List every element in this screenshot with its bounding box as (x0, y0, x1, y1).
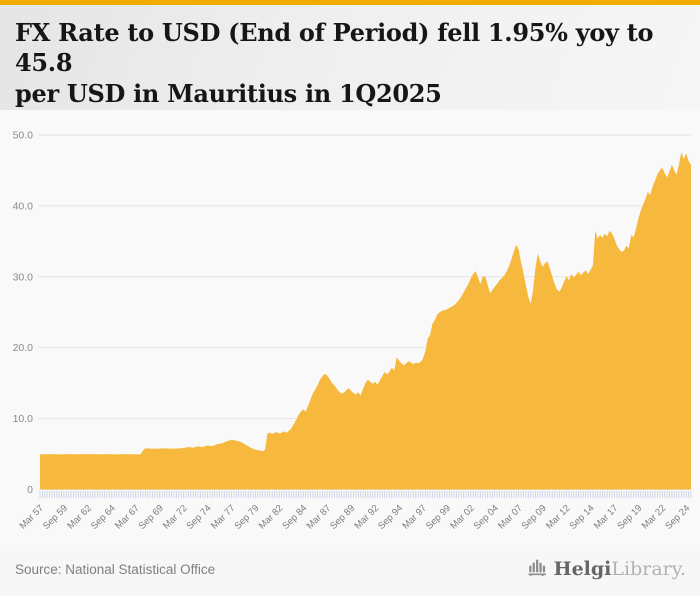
x-tick-label: Sep 19 (615, 503, 644, 532)
y-tick-label: 50.0 (13, 130, 34, 142)
x-tick-label: Mar 67 (113, 503, 142, 532)
fx-rate-area-chart[interactable]: 0 10.0 20.0 30.0 40.0 50.0 Mar 57 Sep 59 Mar 62 S… (0, 110, 700, 550)
area-series (40, 152, 691, 490)
x-tick-label: Sep 89 (328, 503, 357, 532)
y-tick-label: 10.0 (13, 413, 34, 425)
x-tick-label: Mar 02 (448, 503, 477, 532)
source-note: Source: National Statistical Office (15, 561, 216, 577)
x-tick-label: Mar 92 (353, 503, 382, 532)
x-tick-label: Mar 62 (65, 503, 94, 532)
page-title-line-2: per USD in Mauritius in 1Q2025 (15, 78, 442, 108)
x-tick-label: Mar 97 (400, 503, 429, 532)
x-tick-label: Mar 57 (17, 503, 46, 532)
x-tick-label: Sep 04 (472, 503, 501, 532)
page-title: FX Rate to USD (End of Period) fell 1.95… (15, 18, 684, 109)
chart-header: FX Rate to USD (End of Period) fell 1.95… (0, 5, 700, 132)
y-tick-label: 40.0 (13, 200, 34, 212)
x-tick-label: Mar 12 (544, 503, 573, 532)
helgi-logo-icon (528, 557, 549, 582)
x-tick-label: Mar 07 (496, 503, 525, 532)
x-tick-label: Sep 59 (41, 503, 70, 532)
x-tick-label: Mar 72 (161, 503, 190, 532)
logo-wordmark: HelgiLibrary. (553, 557, 686, 580)
x-tick-label: Mar 77 (209, 503, 238, 532)
x-tick-label: Mar 17 (592, 503, 621, 532)
x-tick-label: Sep 69 (137, 503, 166, 532)
x-tick-label: Sep 84 (280, 503, 309, 532)
x-tick-label: Sep 09 (520, 503, 549, 532)
x-tick-label: Sep 24 (663, 503, 692, 532)
y-tick-label: 20.0 (13, 342, 34, 354)
x-tick-label: Sep 14 (568, 503, 597, 532)
x-tick-label: Sep 79 (232, 503, 261, 532)
y-tick-label: 30.0 (13, 271, 34, 283)
logo-text-helgi: Helgi (553, 557, 612, 580)
x-tick-label: Sep 64 (89, 503, 118, 532)
x-tick-label: Mar 82 (257, 503, 286, 532)
y-tick-label: 0 (27, 484, 33, 496)
quarter-tick-strip (39, 491, 692, 498)
x-tick-label: Sep 99 (424, 503, 453, 532)
helgi-library-logo[interactable]: HelgiLibrary. (528, 557, 686, 582)
chart-footer: Source: National Statistical Office Helg… (0, 550, 700, 596)
accent-top-bar (0, 0, 700, 5)
x-tick-label: Sep 94 (376, 503, 405, 532)
page-title-line-1: FX Rate to USD (End of Period) fell 1.95… (15, 18, 654, 78)
x-tick-label: Mar 87 (305, 503, 334, 532)
x-tick-label: Sep 74 (185, 503, 214, 532)
logo-text-library: Library. (611, 557, 686, 580)
x-tick-label: Mar 22 (640, 503, 669, 532)
